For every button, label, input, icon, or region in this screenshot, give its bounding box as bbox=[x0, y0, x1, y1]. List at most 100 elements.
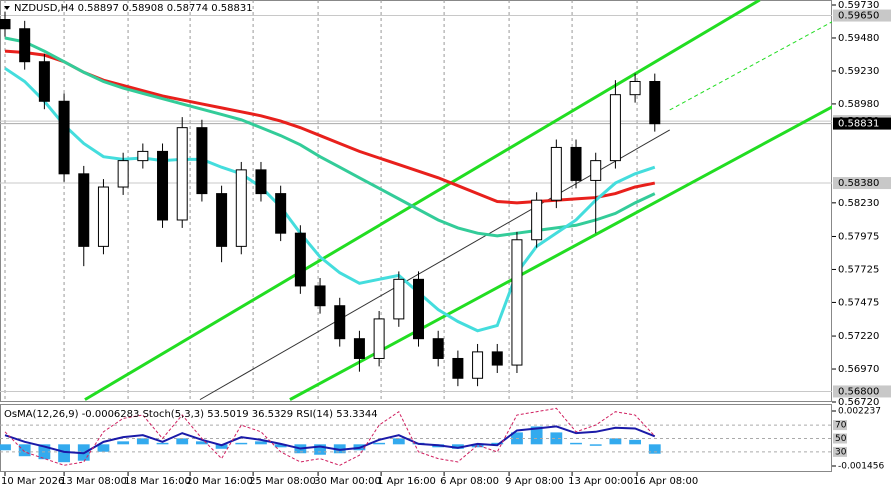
osma-bar bbox=[117, 441, 130, 445]
osma-bar bbox=[491, 442, 504, 445]
y-tick-label: 0.59730 bbox=[838, 0, 879, 11]
x-tick-label: 9 Apr 08:00 bbox=[505, 476, 564, 487]
ma-line bbox=[4, 36, 656, 238]
osc-tick-label: 30 bbox=[835, 447, 847, 457]
osma-bar bbox=[609, 438, 622, 445]
candle-body bbox=[550, 146, 562, 201]
candle-body bbox=[176, 127, 188, 221]
trend-line bbox=[289, 105, 832, 401]
trend-line bbox=[669, 21, 832, 111]
y-tick-label: 0.58980 bbox=[838, 99, 879, 110]
x-tick-label: 18 Mar 16:00 bbox=[124, 476, 191, 487]
level-label: 0.56800 bbox=[838, 386, 879, 397]
rsi-line bbox=[4, 425, 656, 455]
y-tick-label: 0.58230 bbox=[838, 198, 879, 209]
level-badge bbox=[833, 177, 891, 190]
osma-tick-label: 0.002237 bbox=[838, 407, 881, 417]
ma-line bbox=[4, 67, 656, 333]
osma-bar bbox=[156, 442, 169, 445]
level-badge bbox=[833, 9, 891, 22]
candle-body bbox=[78, 173, 90, 247]
level-label: 0.58380 bbox=[838, 178, 879, 189]
candle-body bbox=[19, 28, 31, 63]
osma-bar bbox=[589, 444, 602, 446]
level-label: 0.58831 bbox=[838, 119, 879, 130]
x-tick-label: 16 Apr 08:00 bbox=[633, 476, 698, 487]
ma-line bbox=[4, 49, 656, 205]
x-tick-label: 13 Apr 00:00 bbox=[568, 476, 633, 487]
osc-badge bbox=[833, 433, 847, 444]
y-tick-label: 0.56720 bbox=[838, 397, 879, 408]
menu-arrow bbox=[4, 6, 10, 10]
indicator-title: OsMA(12,26,9) -0.0006283 Stoch(5,3,3) 53… bbox=[4, 409, 378, 420]
trend-line bbox=[84, 0, 761, 401]
candle-body bbox=[196, 127, 208, 195]
candle-body bbox=[38, 61, 50, 102]
candle-body bbox=[294, 232, 306, 287]
x-tick-label: 25 Mar 08:00 bbox=[249, 476, 316, 487]
osma-bar bbox=[58, 444, 70, 463]
candle-body bbox=[511, 239, 523, 366]
osma-bar bbox=[235, 442, 248, 445]
candle-body bbox=[314, 285, 326, 307]
x-tick-label: 1 Apr 16:00 bbox=[377, 476, 436, 487]
stoch-line bbox=[4, 407, 656, 466]
osma-bar bbox=[648, 444, 661, 454]
candle-body bbox=[570, 146, 582, 181]
candle-body bbox=[452, 357, 464, 379]
candle-body bbox=[413, 278, 424, 340]
osc-badge bbox=[833, 446, 847, 457]
y-tick-label: 0.57725 bbox=[838, 264, 879, 275]
candle-body bbox=[137, 150, 149, 162]
candle-body bbox=[216, 193, 228, 247]
osma-bar bbox=[195, 441, 208, 445]
candle-body bbox=[432, 338, 444, 359]
y-tick-label: 0.59230 bbox=[838, 66, 879, 77]
candle-body bbox=[373, 318, 385, 359]
level-badge bbox=[833, 117, 891, 130]
candle-body bbox=[58, 100, 70, 175]
candle-body bbox=[491, 351, 503, 366]
y-tick-label: 0.56970 bbox=[838, 364, 879, 375]
osma-bar bbox=[215, 444, 228, 449]
candle-body bbox=[590, 160, 602, 181]
candle-body bbox=[353, 338, 365, 359]
candle-body bbox=[609, 94, 621, 162]
osma-bar bbox=[176, 438, 189, 445]
osc-tick-label: 70 bbox=[835, 421, 847, 431]
osma-tick-label: -0.001456 bbox=[838, 462, 884, 472]
osma-bar bbox=[255, 441, 267, 445]
candle-body bbox=[472, 351, 484, 379]
candle-body bbox=[649, 80, 661, 125]
x-tick-label: 30 Mar 00:00 bbox=[314, 476, 381, 487]
main-frame bbox=[0, 0, 832, 402]
y-tick-label: 0.57975 bbox=[838, 231, 879, 242]
osma-bar bbox=[629, 439, 642, 445]
candle-body bbox=[334, 305, 346, 340]
main-plot bbox=[0, 0, 832, 402]
candle-body bbox=[255, 169, 267, 195]
candle-body bbox=[275, 193, 287, 234]
y-tick-label: 0.59480 bbox=[838, 33, 879, 44]
chart-title: NZDUSD,H4 0.58897 0.58908 0.58774 0.5883… bbox=[14, 3, 253, 14]
candle-body bbox=[0, 19, 11, 30]
candle-body bbox=[393, 278, 405, 320]
osma-bar bbox=[570, 442, 582, 445]
osma-bar bbox=[451, 444, 464, 449]
x-tick-label: 6 Apr 08:00 bbox=[440, 476, 499, 487]
level-label: 0.59650 bbox=[838, 11, 879, 22]
osma-bar bbox=[530, 426, 543, 445]
candle-body bbox=[117, 160, 129, 188]
x-tick-label: 20 Mar 16:00 bbox=[186, 476, 253, 487]
osma-bar bbox=[274, 444, 287, 448]
osc-tick-label: 50 bbox=[835, 434, 847, 444]
osma-bar bbox=[314, 444, 326, 455]
candle-body bbox=[531, 199, 543, 241]
osma-bar bbox=[0, 444, 11, 451]
osma-bar bbox=[373, 442, 386, 445]
osc-badge bbox=[833, 420, 847, 431]
candle-body bbox=[97, 186, 109, 247]
y-tick-label: 0.57220 bbox=[838, 331, 879, 342]
